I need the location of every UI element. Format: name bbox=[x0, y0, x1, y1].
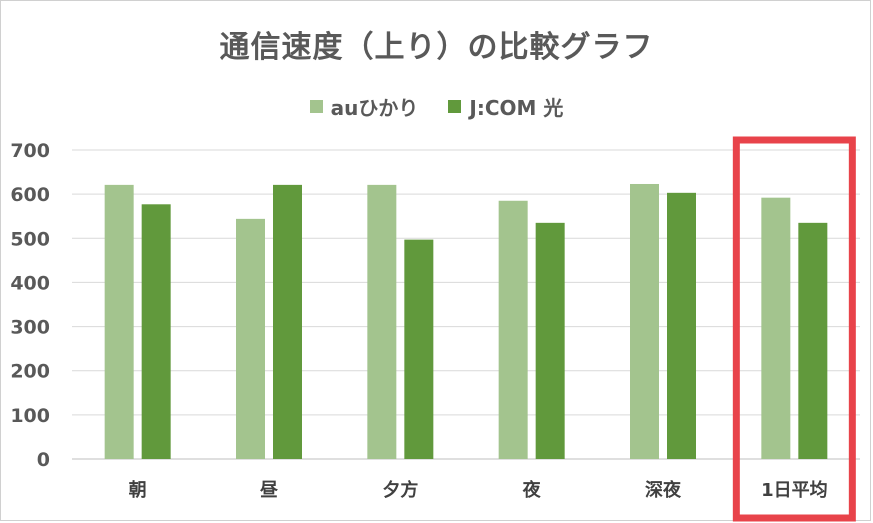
legend-label-jcom: J:COM 光 bbox=[469, 96, 564, 120]
x-tick-label: 朝 bbox=[129, 479, 147, 501]
y-tick-label: 100 bbox=[10, 405, 50, 427]
legend-swatch-au bbox=[309, 100, 323, 113]
chart-title: 通信速度（上り）の比較グラフ bbox=[219, 30, 654, 65]
legend-item-au: auひかり bbox=[309, 92, 419, 121]
y-tick-label: 400 bbox=[10, 272, 50, 294]
legend: auひかり J:COM 光 bbox=[0, 92, 873, 121]
y-tick-label: 500 bbox=[10, 228, 50, 250]
bar bbox=[273, 184, 302, 459]
y-tick-label: 700 bbox=[10, 140, 50, 162]
x-tick-label: 夜 bbox=[522, 479, 542, 501]
y-tick-label: 600 bbox=[10, 184, 50, 206]
x-tick-label: 1日平均 bbox=[761, 479, 828, 501]
bar bbox=[104, 184, 134, 459]
x-tick-label: 夕方 bbox=[382, 479, 418, 501]
legend-label-au: auひかり bbox=[330, 96, 419, 120]
y-tick-label: 300 bbox=[10, 317, 50, 339]
bar bbox=[236, 218, 265, 459]
bar bbox=[404, 239, 434, 459]
bar bbox=[367, 184, 397, 459]
bar bbox=[498, 200, 528, 459]
bar bbox=[798, 222, 828, 459]
bar bbox=[761, 197, 791, 459]
bar bbox=[141, 204, 171, 459]
y-tick-label: 200 bbox=[10, 361, 50, 383]
x-tick-label: 昼 bbox=[260, 480, 278, 501]
bar bbox=[667, 192, 696, 459]
legend-item-jcom: J:COM 光 bbox=[448, 92, 563, 121]
y-tick-label: 0 bbox=[37, 449, 50, 471]
legend-swatch-jcom bbox=[448, 100, 462, 113]
highlight-box bbox=[732, 136, 856, 522]
bar bbox=[535, 222, 565, 459]
bar bbox=[630, 183, 659, 460]
x-tick-label: 深夜 bbox=[645, 479, 682, 501]
